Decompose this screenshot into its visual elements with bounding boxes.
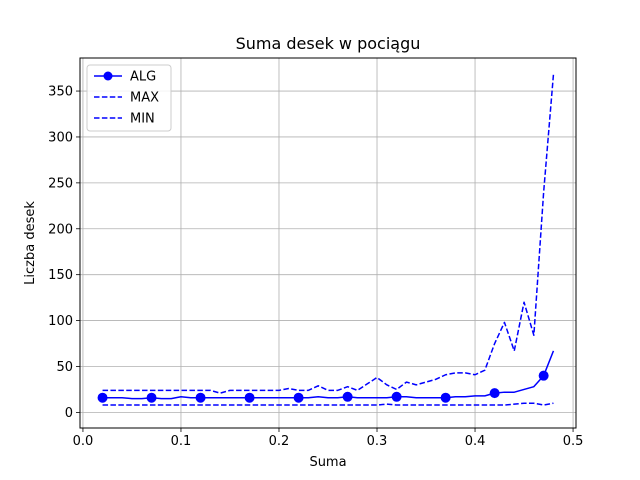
y-axis-title: Liczba desek bbox=[23, 201, 38, 285]
y-tick-label: 150 bbox=[48, 268, 73, 283]
legend-label-min: MIN bbox=[130, 112, 155, 127]
legend: ALG MAX MIN bbox=[86, 64, 172, 132]
x-tick-label: 0.0 bbox=[73, 434, 94, 449]
y-tick-label: 50 bbox=[56, 360, 73, 375]
series-marker-alg bbox=[97, 392, 108, 403]
plot-area-frame bbox=[79, 57, 577, 429]
y-tick-label: 200 bbox=[48, 222, 73, 237]
series-marker-alg bbox=[391, 391, 402, 402]
series-marker-alg bbox=[342, 391, 353, 402]
x-tick-label: 0.4 bbox=[465, 434, 486, 449]
series-marker-alg bbox=[146, 392, 157, 403]
x-tick-label: 0.1 bbox=[171, 434, 192, 449]
legend-label-alg: ALG bbox=[130, 70, 156, 85]
y-tick-label: 300 bbox=[48, 130, 73, 145]
series-marker-alg bbox=[440, 392, 451, 403]
y-tick-label: 350 bbox=[48, 85, 73, 100]
series-group bbox=[97, 74, 555, 406]
y-tick-label: 100 bbox=[48, 314, 73, 329]
grid bbox=[80, 58, 576, 428]
x-tick-label: 0.3 bbox=[367, 434, 388, 449]
legend-label-max: MAX bbox=[130, 91, 159, 106]
series-marker-alg bbox=[293, 392, 304, 403]
x-tick-label: 0.2 bbox=[269, 434, 290, 449]
legend-marker-alg bbox=[103, 71, 113, 81]
x-axis-title: Suma bbox=[309, 455, 346, 470]
series-line-max bbox=[102, 74, 555, 394]
series-marker-alg bbox=[538, 370, 549, 381]
series-line-alg bbox=[102, 350, 555, 400]
axis-ticks: 0.0 0.1 0.2 0.3 0.4 0.5 0 50 100 150 200 250 300 350 bbox=[48, 85, 583, 449]
series-line-min bbox=[102, 402, 554, 406]
chart-title: Suma desek w pociągu bbox=[236, 34, 421, 53]
x-tick-label: 0.5 bbox=[563, 434, 584, 449]
series-marker-alg bbox=[489, 388, 500, 399]
y-tick-label: 250 bbox=[48, 176, 73, 191]
y-tick-label: 0 bbox=[65, 406, 73, 421]
series-marker-alg bbox=[195, 392, 206, 403]
legend-box bbox=[86, 64, 172, 132]
series-marker-alg bbox=[244, 392, 255, 403]
